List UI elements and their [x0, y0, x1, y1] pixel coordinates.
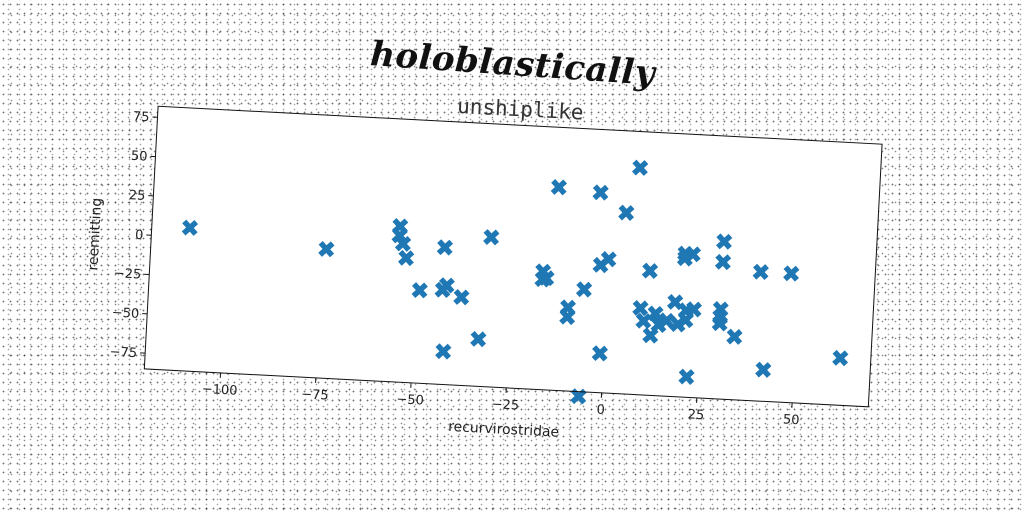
x-tick-label: 0	[596, 403, 605, 418]
y-tick-label: 50	[130, 149, 147, 165]
y-tick-label: −75	[109, 345, 137, 361]
scatter-point	[470, 330, 487, 348]
scatter-point	[570, 388, 587, 405]
y-tick-label: 75	[133, 109, 150, 125]
scatter-point	[411, 282, 428, 299]
scatter-point	[752, 263, 769, 281]
x-tick-label: −75	[301, 387, 329, 403]
plot-background	[144, 106, 883, 407]
scatter-point	[483, 229, 500, 246]
scatter-point	[434, 281, 451, 299]
scatter-point	[685, 301, 702, 318]
scatter-point	[631, 159, 649, 176]
scatter-point	[436, 239, 454, 256]
scatter-point	[591, 345, 608, 362]
scatter-point	[832, 349, 849, 367]
scatter-point	[755, 361, 772, 378]
x-tick-label: 25	[687, 407, 704, 423]
scatter-point	[575, 281, 593, 298]
scatter-point	[684, 245, 702, 263]
scatter-point	[726, 328, 743, 345]
scatter-point	[783, 265, 800, 282]
plot-group: −100 −75 −50 −25 0 25 50 −75 −50 −25 0 25 50 75 unsh…	[85, 94, 883, 441]
scatter-point	[647, 305, 664, 322]
scatter-point	[600, 251, 617, 268]
y-tick-label: 25	[128, 188, 145, 204]
scatter-point	[538, 269, 555, 287]
x-tick-label: −100	[201, 382, 237, 399]
scatter-point	[716, 233, 733, 250]
data-points	[181, 159, 849, 405]
x-axis-ticks: −100 −75 −50 −25 0 25 50	[201, 372, 800, 428]
chart-title: unshiplike	[457, 94, 585, 125]
scatter-point	[678, 368, 695, 385]
scatter-point	[397, 249, 415, 267]
scatter-point	[453, 289, 470, 306]
scatter-point	[658, 312, 675, 329]
y-tick-label: −25	[113, 266, 141, 282]
x-tick-label: 50	[783, 412, 800, 428]
y-tick-label: −50	[111, 306, 139, 322]
scatter-point	[550, 179, 568, 196]
x-tick-label: −25	[491, 397, 519, 413]
scatter-point	[714, 253, 732, 271]
scatter-point	[394, 235, 412, 252]
scatter-point	[559, 308, 576, 326]
y-axis-ticks: −75 −50 −25 0 25 50 75	[109, 109, 158, 361]
scatter-point	[641, 262, 659, 279]
x-tick-label: −50	[396, 392, 424, 408]
scatter-point	[318, 240, 335, 258]
scatter-point	[711, 315, 729, 332]
scatter-point	[618, 204, 635, 221]
y-axis-label: reemitting	[85, 197, 105, 271]
scatter-point	[181, 219, 199, 236]
scatter-point	[592, 184, 609, 201]
scatter-point	[435, 343, 452, 360]
x-axis-label: recurvirostridae	[448, 419, 560, 441]
y-tick-label: 0	[135, 228, 144, 243]
scatter-point	[632, 300, 649, 317]
